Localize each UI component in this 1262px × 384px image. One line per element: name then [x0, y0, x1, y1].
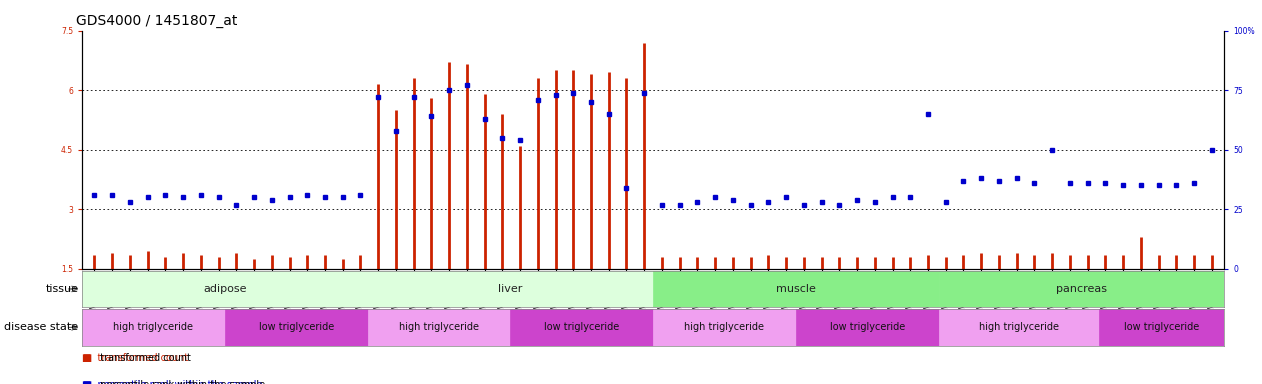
Bar	[654, 309, 796, 346]
Text: liver: liver	[498, 284, 522, 294]
Bar	[654, 271, 939, 307]
Bar	[939, 309, 1099, 346]
Text: ■: ■	[82, 353, 91, 363]
Bar	[82, 309, 225, 346]
Bar	[225, 309, 367, 346]
Text: low triglyceride: low triglyceride	[829, 322, 905, 333]
Bar	[367, 309, 510, 346]
Text: pancreas: pancreas	[1056, 284, 1107, 294]
Text: low triglyceride: low triglyceride	[544, 322, 620, 333]
Text: GDS4000 / 1451807_at: GDS4000 / 1451807_at	[76, 14, 237, 28]
Text: low triglyceride: low triglyceride	[259, 322, 334, 333]
Text: transformed count: transformed count	[97, 353, 191, 363]
Bar	[939, 271, 1224, 307]
Bar	[367, 271, 654, 307]
Text: ■  percentile rank within the sample: ■ percentile rank within the sample	[82, 380, 262, 384]
Text: high triglyceride: high triglyceride	[979, 322, 1059, 333]
Text: high triglyceride: high triglyceride	[114, 322, 193, 333]
Text: ■  transformed count: ■ transformed count	[82, 353, 188, 363]
Text: disease state: disease state	[4, 322, 78, 333]
Text: low triglyceride: low triglyceride	[1124, 322, 1199, 333]
Text: adipose: adipose	[203, 284, 246, 294]
Bar	[1099, 309, 1224, 346]
Text: muscle: muscle	[776, 284, 815, 294]
Bar	[510, 309, 654, 346]
Text: percentile rank within the sample: percentile rank within the sample	[97, 380, 265, 384]
Text: tissue: tissue	[45, 284, 78, 294]
Bar	[796, 309, 939, 346]
Bar	[82, 271, 367, 307]
Text: high triglyceride: high triglyceride	[684, 322, 765, 333]
Text: high triglyceride: high triglyceride	[399, 322, 480, 333]
Text: ■: ■	[82, 380, 91, 384]
